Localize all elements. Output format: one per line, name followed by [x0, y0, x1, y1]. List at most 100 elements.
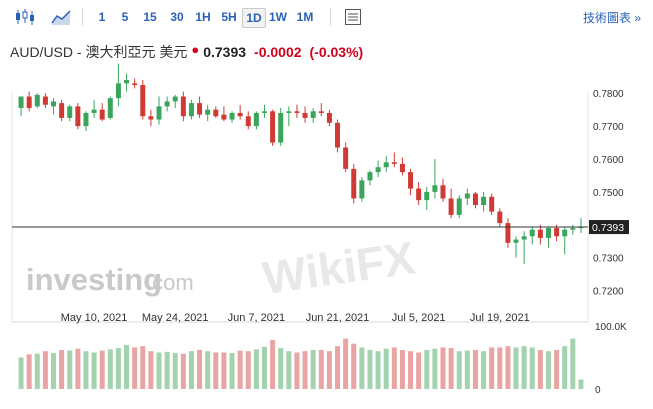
timeframe-1[interactable]: 1	[98, 10, 106, 24]
volume-bar	[383, 348, 389, 389]
price-tick-label: 0.7600	[593, 155, 624, 166]
toolbar-separator	[82, 8, 83, 26]
candle-body	[286, 111, 292, 113]
price-change: -0.0002	[254, 44, 302, 60]
volume-bar	[197, 349, 203, 389]
volume-bar	[302, 351, 308, 389]
candle-body	[180, 96, 186, 117]
table-view-icon[interactable]	[344, 8, 362, 26]
timeframe-5[interactable]: 5	[121, 10, 129, 24]
volume-bar	[213, 352, 219, 389]
candle	[115, 63, 121, 107]
volume-bar	[367, 349, 373, 389]
volume-bar	[156, 352, 162, 389]
candle-body	[213, 109, 219, 117]
timeframe-30[interactable]: 30	[170, 10, 184, 24]
date-tick-label: May 24, 2021	[142, 312, 209, 324]
toolbar-separator	[330, 8, 331, 26]
candle-body	[481, 196, 487, 206]
candle-body	[375, 167, 381, 173]
volume-bar	[424, 349, 430, 389]
price-tick-label: 0.7200	[593, 286, 624, 297]
volume-bar	[537, 349, 543, 389]
volume-bar	[343, 338, 349, 389]
candle-body	[335, 122, 341, 148]
candle	[237, 104, 243, 120]
candle-body	[26, 96, 32, 109]
candle	[180, 91, 186, 122]
candle	[537, 224, 543, 245]
volume-bar	[180, 353, 186, 389]
candle	[489, 193, 495, 215]
timeframe-1h[interactable]: 1H	[195, 10, 211, 24]
candle	[148, 109, 154, 127]
volume-bar	[310, 349, 316, 389]
candle	[132, 78, 138, 89]
volume-bar	[42, 351, 48, 389]
timeframe-15[interactable]: 15	[143, 10, 157, 24]
candle	[464, 188, 470, 206]
timeframe-1w[interactable]: 1W	[269, 10, 287, 24]
date-axis: May 10, 2021 May 24, 2021 Jun 7, 2021 Jun 2…	[61, 312, 530, 324]
candle-body	[359, 180, 365, 199]
date-tick-label: Jun 21, 2021	[306, 312, 370, 324]
candle	[408, 168, 414, 196]
candle-body	[75, 106, 81, 127]
volume-bar	[408, 351, 414, 389]
timeframe-5h[interactable]: 5H	[221, 10, 237, 24]
candle	[302, 106, 308, 123]
volume-bar	[335, 346, 341, 389]
volume-bar	[456, 351, 462, 389]
candle	[570, 224, 576, 235]
price-tick-label: 0.7500	[593, 188, 624, 199]
date-tick-label: May 10, 2021	[61, 312, 128, 324]
candle-body	[432, 185, 438, 192]
wikifx-watermark: WikiFX	[259, 231, 418, 304]
candle-body	[456, 198, 462, 215]
volume-bar	[59, 349, 65, 389]
candle-body	[164, 101, 170, 107]
candle	[335, 119, 341, 153]
volume-bar	[51, 353, 57, 389]
candle	[359, 177, 365, 202]
date-tick-label: Jul 5, 2021	[392, 312, 446, 324]
candle-body	[537, 229, 543, 238]
candlestick-type-icon[interactable]	[14, 7, 36, 27]
candle-body	[464, 193, 470, 199]
candle	[261, 104, 267, 118]
candle-body	[124, 80, 130, 84]
timeframe-1m[interactable]: 1M	[296, 10, 314, 24]
candle	[310, 108, 316, 123]
volume-bar	[391, 347, 397, 389]
candle-body	[562, 229, 568, 237]
candle-body	[497, 211, 503, 224]
candle-body	[310, 111, 316, 118]
volume-bar	[107, 349, 113, 389]
candle-body	[554, 228, 560, 237]
volume-bar	[416, 352, 422, 389]
volume-bar	[67, 350, 73, 389]
volume-bar	[237, 350, 243, 389]
candle-body	[148, 116, 154, 120]
candle-body	[424, 191, 430, 201]
volume-bar	[83, 351, 89, 389]
date-tick-label: Jun 7, 2021	[228, 312, 286, 324]
timeframe-1d[interactable]: 1D	[242, 8, 266, 28]
candle	[197, 96, 203, 118]
candle	[213, 106, 219, 118]
candle-body	[351, 168, 357, 199]
candle	[545, 226, 551, 248]
price-tick-label: 0.7300	[593, 254, 624, 265]
technical-chart-link[interactable]: 技術圖表 »	[582, 11, 641, 25]
candle	[245, 111, 251, 130]
candle	[505, 218, 511, 248]
volume-bar	[18, 357, 24, 389]
candle-body	[529, 229, 535, 237]
volume-bar	[448, 348, 454, 389]
volume-bar	[521, 346, 527, 389]
candle-body	[489, 196, 495, 212]
candle	[529, 226, 535, 245]
volume-axis: 100.0K 0	[595, 322, 627, 396]
last-price-tag: 0.7393	[589, 220, 629, 235]
area-chart-type-icon[interactable]	[50, 7, 72, 27]
